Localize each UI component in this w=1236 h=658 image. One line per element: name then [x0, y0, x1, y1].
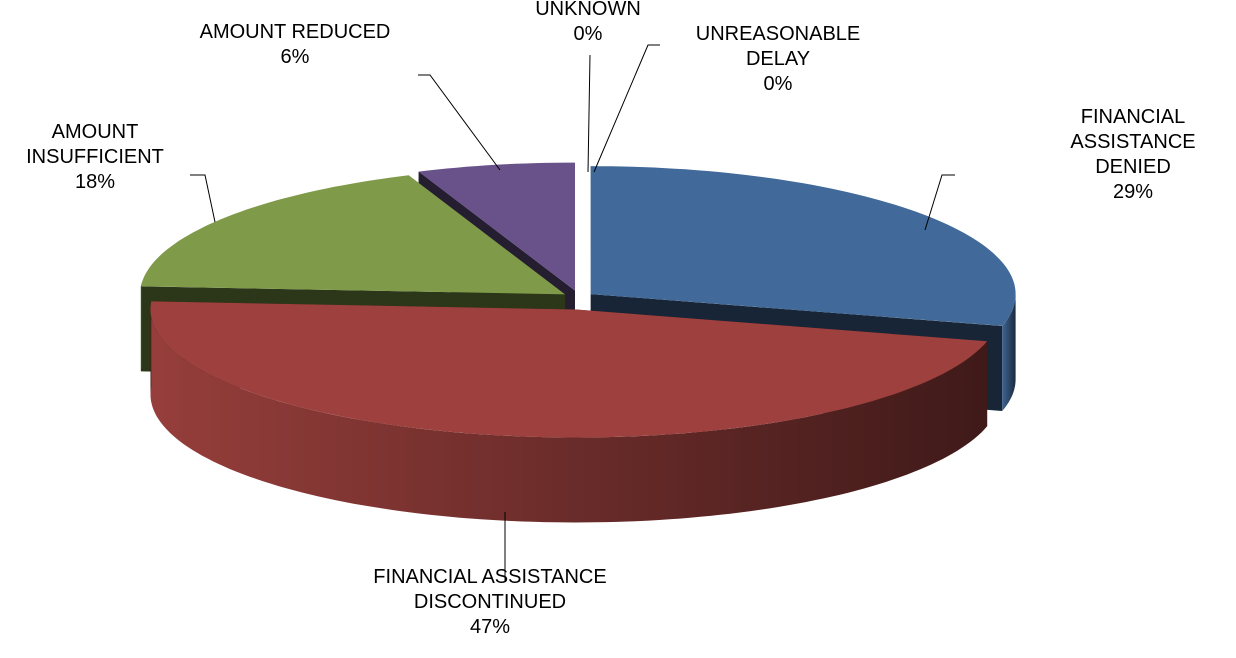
slice-label: AMOUNT INSUFFICIENT 18% [10, 120, 180, 195]
slice-label: UNKNOWN 0% [513, 0, 663, 47]
slice-side [150, 309, 988, 523]
category-label: FINANCIAL ASSISTANCE DISCONTINUED [373, 566, 607, 613]
value-label: 0% [763, 73, 793, 95]
value-label: 47% [469, 616, 511, 638]
leader-line [418, 74, 501, 171]
category-label: UNREASONABLE DELAY [695, 23, 861, 70]
slice-label: FINANCIAL ASSISTANCE DISCONTINUED 47% [320, 565, 660, 640]
leader-line [587, 54, 591, 173]
category-label: AMOUNT INSUFFICIENT [26, 121, 164, 168]
value-label: 0% [573, 23, 603, 45]
slice-side [140, 281, 143, 372]
slice-label: FINANCIAL ASSISTANCE DENIED 29% [1031, 105, 1236, 205]
value-label: 18% [74, 171, 116, 193]
leader-line [190, 174, 216, 223]
slice [418, 162, 576, 291]
category-label: UNKNOWN [535, 0, 641, 20]
category-label: FINANCIAL ASSISTANCE DENIED [1070, 106, 1196, 178]
value-label: 6% [280, 46, 310, 68]
slice-label: UNREASONABLE DELAY 0% [688, 22, 868, 97]
value-label: 29% [1112, 181, 1154, 203]
slice [140, 175, 566, 295]
slice [590, 166, 1016, 326]
slice-side [150, 301, 152, 396]
category-label: AMOUNT REDUCED [199, 21, 391, 43]
slice-label: AMOUNT REDUCED 6% [165, 20, 425, 70]
slice [150, 301, 988, 438]
leader-line [593, 44, 660, 173]
slice-side [1002, 294, 1016, 411]
leader-line [924, 174, 955, 231]
